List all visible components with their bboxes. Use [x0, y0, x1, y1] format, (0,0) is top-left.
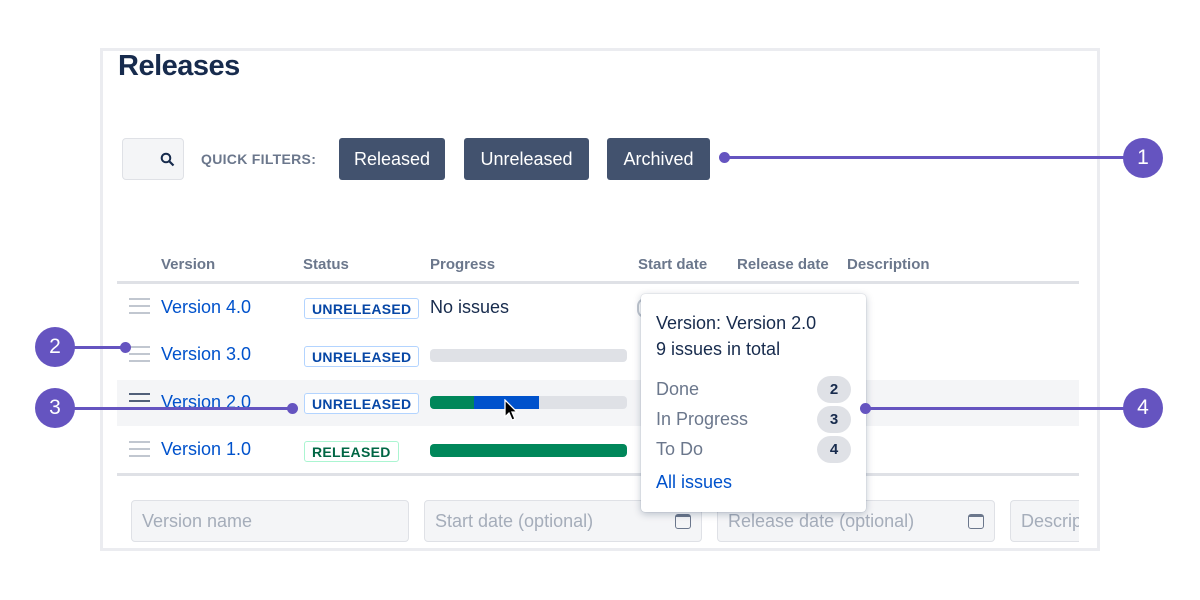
progress-bar[interactable] — [430, 349, 627, 362]
search-button[interactable] — [122, 138, 184, 180]
popup-total: 9 issues in total — [656, 339, 781, 359]
filter-released-button[interactable]: Released — [339, 138, 445, 180]
label: Done — [656, 378, 700, 399]
label: In Progress — [656, 408, 749, 429]
count-badge: 4 — [817, 435, 851, 463]
header-divider — [117, 281, 1079, 284]
quick-filters-label: QUICK FILTERS: — [201, 151, 317, 167]
release-date-placeholder: Release date (optional) — [728, 510, 915, 531]
count-badge: 3 — [817, 405, 851, 433]
annotation-line — [70, 346, 125, 349]
column-header-release-date[interactable]: Release date — [737, 256, 829, 273]
count-badge: 2 — [817, 375, 851, 403]
annotation-dot — [860, 403, 871, 414]
popup-row-in-progress: In Progress 3 — [656, 404, 851, 434]
status-badge: UNRELEASED — [304, 346, 420, 367]
calendar-icon[interactable] — [675, 513, 691, 529]
progress-text: No issues — [430, 297, 510, 317]
status-badge: RELEASED — [304, 441, 399, 462]
progress-bar[interactable] — [430, 444, 627, 457]
description-input[interactable]: Description — [1010, 500, 1079, 542]
status-badge: UNRELEASED — [304, 298, 420, 319]
version-link[interactable]: Version 1.0 — [161, 439, 252, 459]
progress-segment-done — [430, 444, 627, 457]
column-header-description[interactable]: Description — [847, 256, 930, 273]
annotation-dot — [287, 403, 298, 414]
annotation-marker-4: 4 — [1123, 388, 1163, 428]
version-link[interactable]: Version 4.0 — [161, 297, 252, 317]
popup-title: Version: Version 2.0 — [656, 313, 817, 333]
calendar-icon[interactable] — [968, 513, 984, 529]
table-divider — [117, 473, 1079, 476]
mouse-cursor-icon — [504, 399, 519, 421]
version-name-placeholder: Version name — [142, 510, 253, 531]
popup-row-done: Done 2 — [656, 374, 851, 404]
releases-panel — [100, 48, 1100, 551]
column-header-status[interactable]: Status — [303, 256, 349, 273]
popup-row-todo: To Do 4 — [656, 434, 851, 464]
description-placeholder: Description — [1021, 510, 1079, 531]
page-title: Releases — [118, 50, 240, 82]
annotation-marker-2: 2 — [35, 327, 75, 367]
column-header-progress[interactable]: Progress — [430, 256, 496, 273]
progress-popup: Version: Version 2.0 9 issues in total D… — [641, 294, 866, 512]
annotation-line — [724, 156, 1124, 159]
annotation-dot — [120, 342, 131, 353]
annotation-marker-3: 3 — [35, 388, 75, 428]
column-header-version[interactable]: Version — [161, 256, 216, 273]
start-date-placeholder: Start date (optional) — [435, 510, 594, 531]
version-link[interactable]: Version 3.0 — [161, 344, 252, 364]
search-icon — [160, 152, 175, 167]
annotation-line — [866, 407, 1124, 410]
drag-handle-icon[interactable] — [129, 441, 150, 457]
progress-segment-done — [430, 396, 474, 409]
annotation-dot — [719, 152, 730, 163]
column-header-start-date[interactable]: Start date — [638, 256, 708, 273]
filter-unreleased-button[interactable]: Unreleased — [464, 138, 589, 180]
drag-handle-icon[interactable] — [129, 298, 150, 314]
annotation-line — [70, 407, 292, 410]
label: To Do — [656, 438, 704, 459]
all-issues-link[interactable]: All issues — [656, 472, 733, 492]
annotation-marker-1: 1 — [1123, 138, 1163, 178]
progress-bar[interactable] — [430, 396, 627, 409]
version-name-input[interactable]: Version name — [131, 500, 409, 542]
drag-handle-icon[interactable] — [129, 346, 150, 362]
status-badge: UNRELEASED — [304, 393, 420, 414]
filter-archived-button[interactable]: Archived — [607, 138, 710, 180]
